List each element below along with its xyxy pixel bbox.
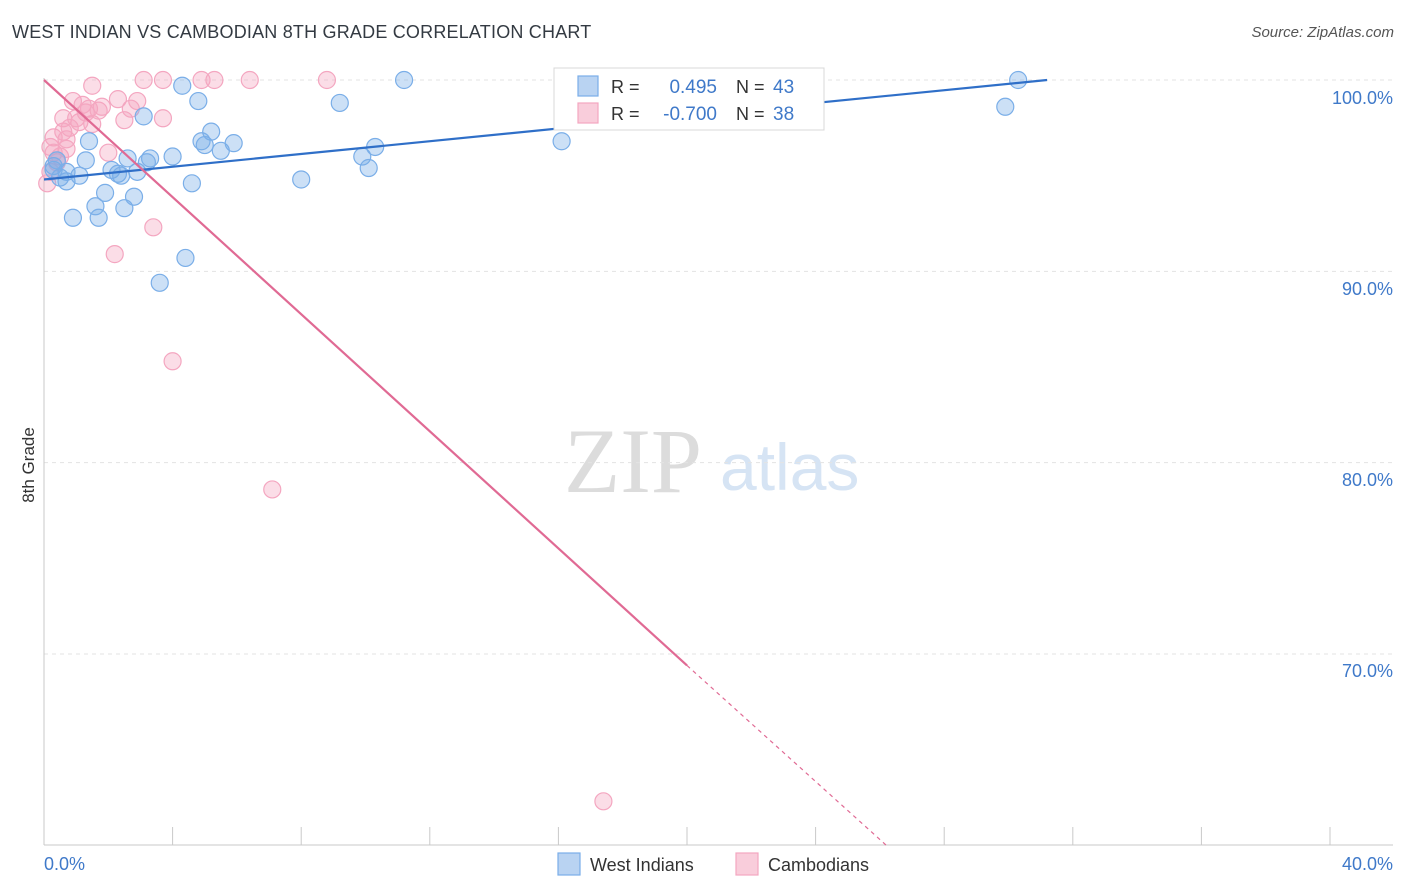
cambodians-point-23 [105,245,124,264]
west-indians-point-9 [79,132,99,151]
legend-swatch-west-indians [577,75,599,97]
chart-title: WEST INDIAN VS CAMBODIAN 8TH GRADE CORRE… [12,22,592,42]
west-indians-point-31 [202,122,221,141]
west-indians-trend-line [43,78,1048,181]
west-indians-point-40 [552,132,571,151]
cambodians-point-27 [128,91,147,111]
cambodians-point-29 [144,218,163,237]
bottom-legend-swatch-cambodians [735,852,759,876]
west-indians-point-41 [996,97,1015,116]
y-tick-label-70: 70.0% [1342,661,1393,681]
trend-lines [43,78,1048,846]
west-indians-point-26 [176,248,195,268]
cambodians-point-22 [99,143,118,162]
west-indians-point-28 [189,91,208,111]
west-indians-point-34 [292,170,311,189]
west-indians-points [44,70,1028,292]
west-indians-point-12 [95,183,115,202]
west-indians-point-15 [112,166,131,185]
source-label: Source: ZipAtlas.com [1251,24,1394,41]
cambodians-point-37 [317,70,337,90]
watermark-zip: ZIP [564,410,702,512]
bottom-legend: West Indians Cambodians [557,852,869,876]
stats-legend-box [553,67,825,131]
west-indians-point-20 [134,107,153,126]
legend-n-value-1: 43 [773,77,794,98]
cambodians-trend-extension [686,665,887,846]
west-indians-point-11 [89,208,108,227]
axes [43,78,1393,846]
legend-n-label-1: N = [736,77,765,97]
west-indians-point-10 [86,197,105,216]
west-indians-point-27 [182,174,201,193]
legend-r-value-1: 0.495 [669,77,717,98]
legend-n-label-2: N = [736,104,765,124]
cambodians-point-36 [263,480,282,499]
west-indians-point-24 [163,147,182,166]
x-tick-label-min: 0.0% [44,854,85,874]
west-indians-point-35 [330,93,349,113]
cambodians-point-28 [134,70,153,90]
cambodians-trend-line [43,79,688,667]
stats-legend: R = 0.495 N = 43 R = -0.700 N = 38 [553,67,825,131]
bottom-legend-swatch-west-indians [557,852,581,876]
west-indians-point-39 [394,70,414,90]
cambodians-point-31 [153,70,173,90]
west-indians-point-18 [124,187,144,206]
cambodians-point-35 [240,70,259,90]
cambodians-points [38,70,613,811]
cambodians-point-11 [60,118,79,137]
y-tick-label-80: 80.0% [1342,470,1393,490]
cambodians-point-2 [41,162,60,181]
west-indians-point-8 [76,151,95,170]
west-indians-point-6 [63,208,83,227]
cambodians-point-33 [192,70,211,90]
watermark-atlas: atlas [720,430,859,504]
cambodians-point-30 [153,109,173,128]
legend-r-label-2: R = [611,104,640,124]
bottom-legend-label-cambodians: Cambodians [768,855,869,875]
legend-n-value-2: 38 [773,104,794,125]
cambodians-point-10 [57,130,76,149]
west-indians-point-37 [359,158,378,178]
cambodians-point-12 [63,91,83,111]
grid-lines [44,79,1393,655]
cambodians-point-34 [205,70,224,90]
x-tick-label-max: 40.0% [1342,854,1393,874]
cambodians-point-24 [108,90,128,109]
cambodians-point-25 [115,111,134,130]
west-indians-point-23 [150,273,169,292]
west-indians-point-33 [224,134,243,153]
cambodians-point-32 [163,352,182,371]
west-indians-point-17 [118,149,137,168]
legend-r-value-2: -0.700 [663,104,717,125]
legend-r-label-1: R = [611,77,640,97]
west-indians-point-42 [1009,70,1028,90]
cambodians-point-21 [92,97,111,116]
west-indians-point-22 [140,149,160,168]
west-indians-point-25 [173,76,192,95]
cambodians-point-18 [83,76,102,95]
y-tick-label-90: 90.0% [1342,279,1393,299]
y-axis-title: 8th Grade [19,427,38,503]
legend-swatch-cambodians [577,102,599,124]
y-tick-label-100: 100.0% [1332,88,1393,108]
bottom-legend-label-west-indians: West Indians [590,855,694,875]
cambodians-point-38 [594,792,613,811]
